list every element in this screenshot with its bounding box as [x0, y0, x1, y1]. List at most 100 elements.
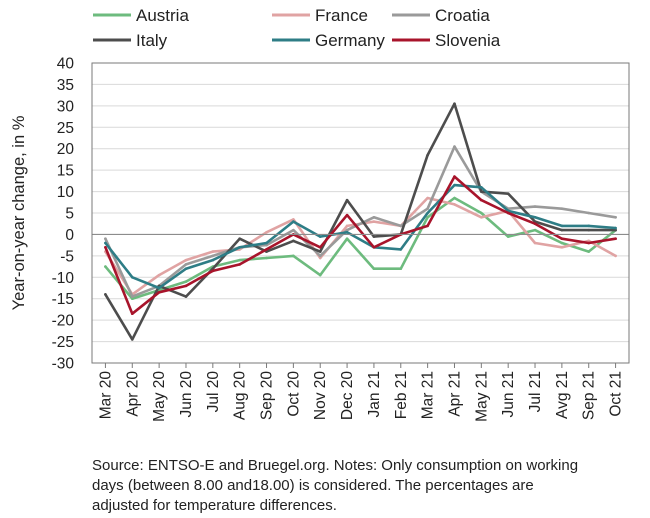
data-point-italy: [614, 228, 617, 232]
data-point-slovenia: [533, 222, 537, 226]
series-italy: [104, 102, 617, 341]
x-tick-label: Mar 21: [420, 371, 437, 419]
x-tick-label: Jul 20: [205, 371, 222, 413]
x-tick-label: May 21: [473, 371, 490, 422]
data-point-germany: [399, 248, 403, 251]
data-point-germany: [292, 220, 295, 223]
line-chart: Austria France Croatia Italy Germany Slovenia…: [10, 6, 630, 422]
data-point-france: [318, 256, 322, 260]
data-point-germany: [614, 226, 617, 230]
data-point-austria: [372, 267, 376, 271]
data-point-germany: [587, 224, 591, 228]
legend-item-austria: Austria: [93, 6, 189, 25]
data-point-croatia: [211, 254, 215, 258]
data-point-italy: [318, 250, 322, 253]
data-point-france: [614, 254, 617, 258]
data-point-austria: [587, 250, 591, 253]
series-line-italy: [104, 102, 617, 341]
plot-frame: [91, 62, 630, 364]
data-point-croatia: [130, 295, 134, 298]
data-point-italy: [104, 293, 107, 296]
data-point-france: [480, 215, 483, 219]
y-tick-label: -30: [52, 356, 75, 373]
data-point-france: [292, 218, 295, 221]
x-tick-label: Oct 21: [608, 371, 625, 417]
data-point-france: [560, 245, 564, 249]
data-point-croatia: [184, 263, 188, 266]
x-tick-label: Nov 20: [312, 371, 329, 420]
data-point-austria: [533, 228, 537, 232]
data-point-france: [426, 196, 429, 200]
legend-label: Slovenia: [435, 31, 501, 50]
data-point-italy: [453, 102, 456, 106]
y-tick-label: 15: [57, 163, 74, 180]
data-point-italy: [238, 237, 241, 241]
y-tick-label: 0: [65, 227, 74, 244]
data-point-croatia: [560, 207, 564, 211]
data-point-slovenia: [211, 269, 215, 273]
data-point-slovenia: [184, 284, 188, 288]
data-point-croatia: [453, 145, 456, 148]
x-tick-label: Mar 20: [97, 371, 114, 420]
legend: Austria France Croatia Italy Germany Slovenia: [93, 6, 501, 50]
data-point-slovenia: [614, 237, 617, 241]
data-point-croatia: [318, 254, 322, 258]
data-point-germany: [345, 230, 349, 234]
legend-label: Croatia: [435, 6, 490, 25]
data-point-germany: [453, 183, 456, 187]
data-point-slovenia: [426, 224, 429, 228]
x-tick-label: Apr 20: [124, 371, 141, 417]
y-tick-label: -5: [60, 248, 74, 265]
series-slovenia: [104, 175, 617, 316]
y-axis-title: Year-on-year change, in %: [10, 115, 28, 310]
data-point-italy: [130, 338, 134, 341]
data-point-germany: [157, 286, 161, 290]
data-point-croatia: [372, 215, 376, 219]
data-point-slovenia: [265, 248, 268, 251]
x-tick-label: Sep 20: [259, 371, 276, 421]
data-point-italy: [372, 235, 376, 238]
x-tick-label: Jun 20: [178, 371, 195, 418]
data-point-austria: [238, 258, 241, 262]
data-point-slovenia: [480, 198, 483, 202]
legend-label: Austria: [136, 6, 189, 25]
data-point-germany: [238, 245, 241, 249]
data-point-croatia: [399, 224, 403, 228]
y-axis-ticks: 40 35 30 25 20 15 10 5 0 -5 -10 -15 -20 -25 -30: [52, 56, 75, 373]
x-tick-label: Apr 21: [446, 371, 463, 417]
series-france: [104, 196, 617, 296]
data-point-italy: [184, 295, 188, 298]
x-tick-label: Oct 20: [285, 371, 302, 417]
legend-label: France: [315, 6, 368, 25]
legend-item-croatia: Croatia: [392, 6, 490, 25]
x-tick-label: Jun 21: [500, 371, 517, 418]
data-point-france: [211, 250, 215, 253]
data-point-slovenia: [453, 175, 456, 178]
series-austria: [104, 196, 617, 301]
data-point-italy: [292, 239, 295, 243]
data-point-austria: [184, 280, 188, 283]
data-point-france: [587, 239, 591, 243]
y-tick-label: 5: [65, 206, 74, 223]
data-point-france: [453, 203, 456, 206]
x-tick-label: Feb 21: [393, 371, 410, 419]
x-tick-label: Jan 21: [366, 371, 383, 418]
legend-item-italy: Italy: [93, 31, 168, 50]
data-point-germany: [211, 258, 215, 262]
y-tick-label: 35: [57, 77, 74, 94]
data-point-italy: [211, 267, 215, 271]
data-point-austria: [426, 215, 429, 219]
data-point-austria: [130, 297, 134, 301]
data-point-germany: [184, 267, 188, 271]
data-point-italy: [345, 198, 349, 202]
x-tick-label: Avg 21: [554, 371, 571, 419]
data-point-croatia: [265, 243, 268, 247]
series-lines: [104, 102, 617, 341]
y-tick-label: -10: [52, 270, 75, 287]
series-line-austria: [104, 196, 617, 301]
series-line-germany: [104, 183, 617, 290]
data-point-germany: [480, 185, 483, 189]
data-point-slovenia: [560, 237, 564, 241]
legend-label: Germany: [315, 31, 385, 50]
data-point-germany: [560, 224, 564, 228]
